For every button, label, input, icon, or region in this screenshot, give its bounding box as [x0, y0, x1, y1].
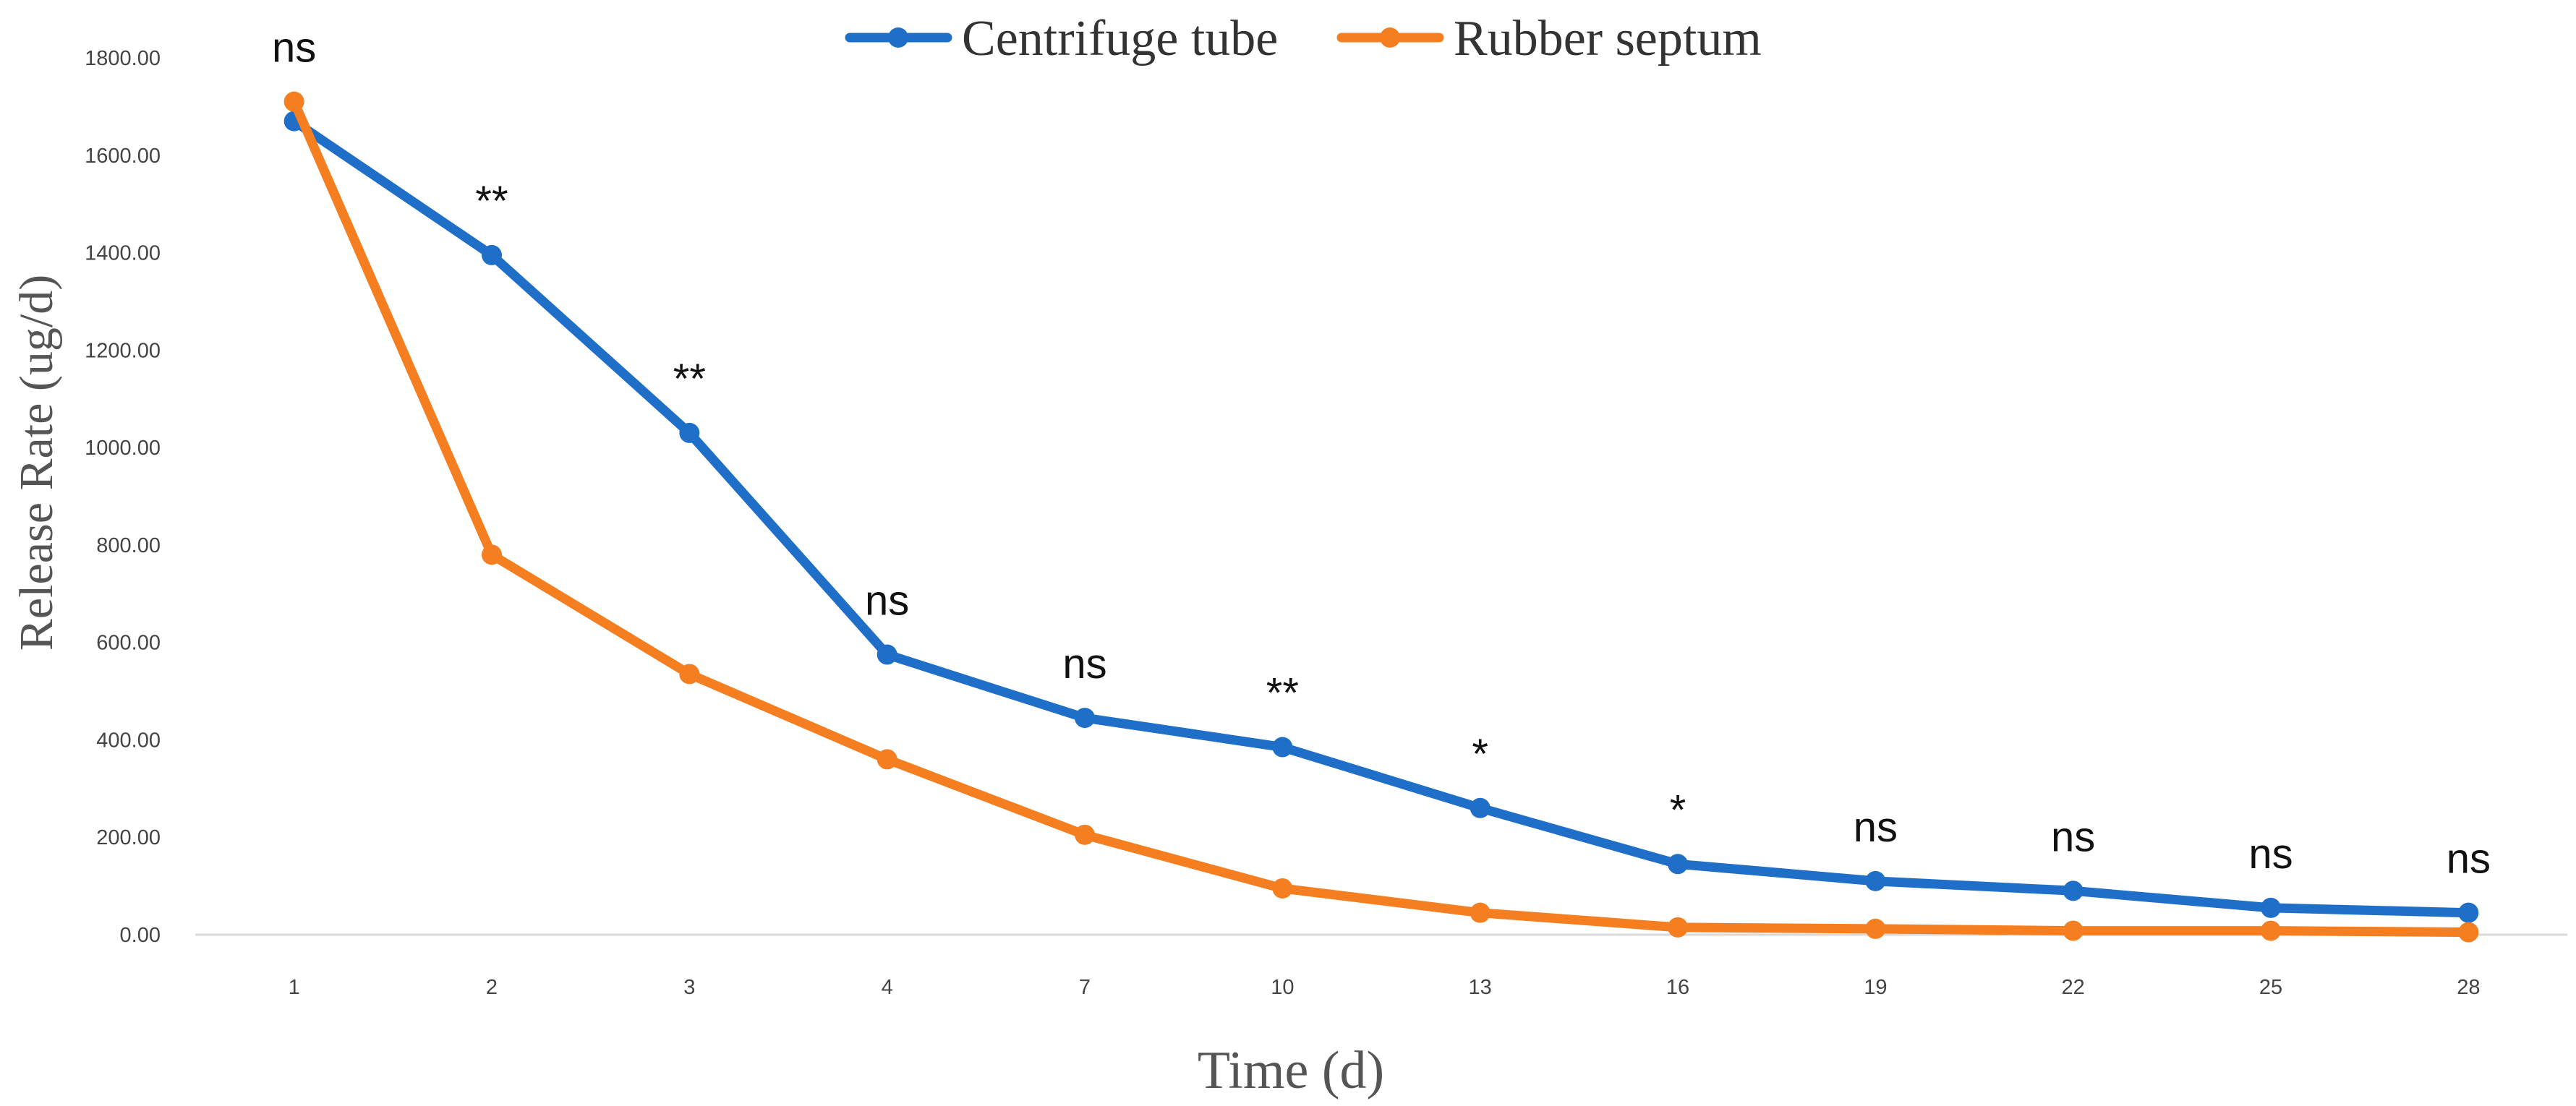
- legend-swatch-marker: [888, 27, 908, 48]
- data-point-rubber-septum: [679, 664, 700, 685]
- y-tick-label: 600.00: [96, 632, 161, 655]
- data-point-centrifuge-tube: [2458, 902, 2479, 923]
- data-point-centrifuge-tube: [1075, 708, 1095, 729]
- significance-label: ns: [272, 25, 316, 72]
- x-tick-label: 10: [1271, 976, 1294, 999]
- data-point-rubber-septum: [482, 544, 502, 565]
- y-tick-label: 1800.00: [85, 47, 161, 70]
- y-tick-label: 1600.00: [85, 145, 161, 168]
- data-point-rubber-septum: [2261, 920, 2281, 941]
- data-point-centrifuge-tube: [877, 644, 897, 665]
- x-tick-label: 13: [1469, 976, 1492, 999]
- x-tick-label: 16: [1666, 976, 1689, 999]
- significance-label: ns: [2248, 831, 2293, 878]
- y-tick-label: 0.00: [120, 924, 161, 947]
- x-axis: 1 2 3 4 7 10 13 16 19 22 25 28: [289, 976, 2481, 999]
- series-line-centrifuge-tube: [289, 116, 2473, 918]
- significance-label: **: [1266, 670, 1299, 717]
- legend-item-rubber-septum: Rubber septum: [1336, 11, 1762, 67]
- x-tick-label: 19: [1864, 976, 1887, 999]
- data-point-rubber-septum: [1470, 902, 1490, 923]
- x-tick-label: 4: [882, 976, 893, 999]
- legend-label: Centrifuge tube: [962, 11, 1278, 67]
- x-tick-label: 7: [1079, 976, 1091, 999]
- data-point-rubber-septum: [1865, 918, 1886, 939]
- data-point-rubber-septum: [877, 749, 897, 770]
- x-tick-label: 1: [289, 976, 300, 999]
- data-point-rubber-septum: [283, 91, 304, 112]
- y-tick-label: 1000.00: [85, 437, 161, 460]
- data-point-centrifuge-tube: [1865, 870, 1886, 891]
- x-tick-label: 2: [486, 976, 498, 999]
- x-axis-title: Time (d): [1198, 1041, 1384, 1100]
- data-point-centrifuge-tube: [1668, 854, 1688, 875]
- series-layer: [283, 91, 2479, 943]
- significance-label: ns: [1854, 804, 1898, 851]
- data-point-rubber-septum: [1272, 878, 1293, 899]
- significance-label: ns: [2447, 836, 2491, 883]
- significance-label: *: [1670, 786, 1686, 833]
- y-tick-label: 400.00: [96, 729, 161, 752]
- legend-swatch-marker: [1380, 27, 1400, 48]
- data-point-centrifuge-tube: [1272, 737, 1293, 758]
- legend: Centrifuge tube Rubber septum: [845, 11, 1762, 67]
- significance-label: ns: [1062, 640, 1106, 687]
- y-axis: 0.00 200.00 400.00 600.00 800.00 1000.00 1200.…: [85, 47, 161, 947]
- data-point-rubber-septum: [1075, 824, 1095, 845]
- significance-label: ns: [2051, 813, 2095, 860]
- significance-label: *: [1472, 731, 1488, 778]
- significance-label: **: [673, 356, 706, 403]
- y-tick-label: 1400.00: [85, 242, 161, 265]
- y-tick-label: 1200.00: [85, 339, 161, 362]
- legend-label: Rubber septum: [1454, 11, 1762, 67]
- legend-item-centrifuge-tube: Centrifuge tube: [845, 11, 1278, 67]
- data-point-rubber-septum: [2458, 922, 2479, 943]
- significance-label: ns: [865, 578, 909, 625]
- data-point-centrifuge-tube: [482, 244, 502, 265]
- x-tick-label: 3: [683, 976, 695, 999]
- significance-label: **: [475, 178, 508, 225]
- data-point-rubber-septum: [2063, 920, 2084, 941]
- series-line-rubber-septum: [289, 97, 2473, 938]
- y-tick-label: 800.00: [96, 534, 161, 557]
- y-tick-label: 200.00: [96, 826, 161, 849]
- data-point-centrifuge-tube: [1470, 797, 1490, 818]
- y-axis-title: Release Rate (ug/d): [10, 275, 63, 651]
- x-tick-label: 22: [2062, 976, 2085, 999]
- data-point-rubber-septum: [1668, 917, 1688, 938]
- series-rubber-septum: [283, 91, 2479, 943]
- data-point-centrifuge-tube: [2261, 897, 2281, 918]
- x-tick-label: 25: [2259, 976, 2282, 999]
- data-point-centrifuge-tube: [679, 422, 700, 443]
- x-tick-label: 28: [2457, 976, 2480, 999]
- data-point-centrifuge-tube: [2063, 880, 2084, 901]
- series-centrifuge-tube: [283, 111, 2479, 923]
